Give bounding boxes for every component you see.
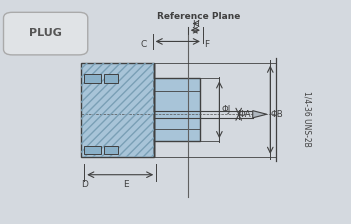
- FancyBboxPatch shape: [4, 12, 88, 55]
- Bar: [84, 146, 101, 154]
- Bar: [154, 78, 200, 141]
- Text: H: H: [192, 20, 199, 29]
- Text: F: F: [205, 40, 210, 49]
- Polygon shape: [253, 111, 267, 118]
- Text: D: D: [81, 180, 88, 189]
- Text: E: E: [122, 180, 128, 189]
- Text: ΦB: ΦB: [270, 110, 283, 119]
- Bar: [81, 63, 154, 157]
- Text: C: C: [141, 40, 147, 49]
- Text: 1/4-36 UNS-2B: 1/4-36 UNS-2B: [303, 91, 312, 146]
- Bar: [104, 74, 118, 83]
- Bar: [84, 74, 101, 83]
- Text: ΦJ: ΦJ: [221, 105, 230, 114]
- Text: Reference Plane: Reference Plane: [157, 12, 240, 21]
- Text: PLUG: PLUG: [29, 28, 62, 38]
- Bar: [104, 146, 118, 154]
- Text: ΦA: ΦA: [239, 110, 251, 119]
- Bar: [81, 63, 154, 157]
